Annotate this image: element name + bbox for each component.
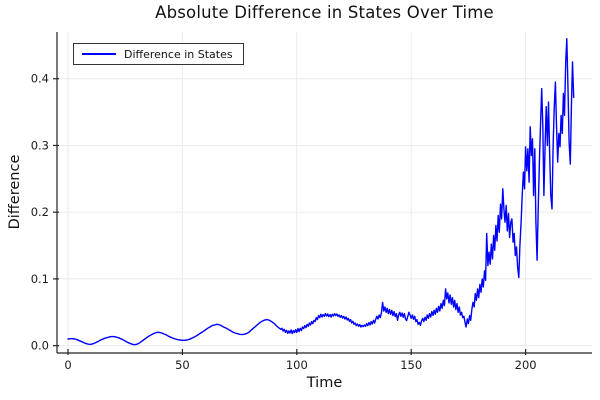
x-tick-label: 200 (515, 358, 537, 372)
y-tick-label: 0.1 (31, 272, 49, 286)
y-tick-label: 0.2 (31, 205, 49, 219)
legend-box: Difference in States (73, 43, 244, 65)
y-tick-label: 0.3 (31, 138, 49, 152)
y-axis-label: Difference (7, 154, 23, 230)
x-tick-label: 100 (286, 358, 308, 372)
y-tick-label: 0.0 (31, 339, 49, 353)
x-tick-label: 0 (64, 358, 71, 372)
x-axis-label: Time (306, 375, 343, 391)
y-tick-label: 0.4 (31, 72, 49, 86)
legend-line-sample (82, 53, 116, 55)
chart-title: Absolute Difference in States Over Time (155, 3, 494, 22)
x-tick-label: 150 (400, 358, 422, 372)
difference-line-series (67, 38, 575, 346)
legend-label: Difference in States (124, 47, 233, 61)
x-tick-label: 50 (175, 358, 190, 372)
